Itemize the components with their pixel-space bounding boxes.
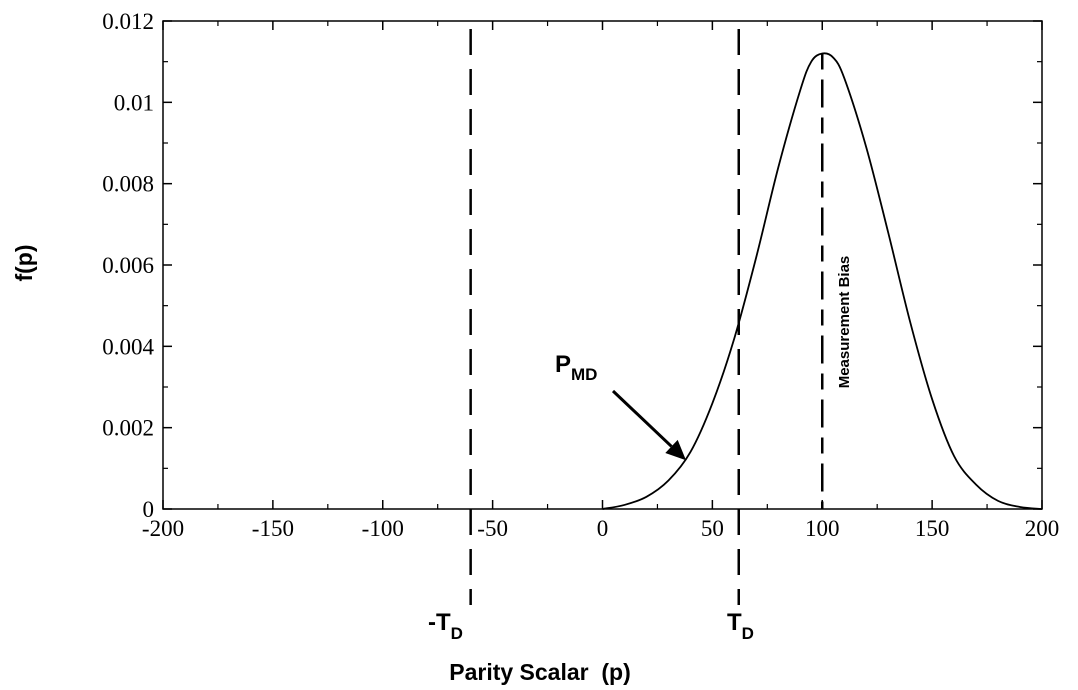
pmd-label-main: P: [555, 351, 571, 378]
y-tick-label: 0.006: [102, 253, 154, 278]
y-axis-label: f(p): [11, 244, 37, 281]
y-tick-label: 0.008: [102, 172, 154, 197]
y-tick-label: 0.004: [102, 334, 154, 359]
y-tick-label: 0.01: [114, 90, 154, 115]
threshold-label-neg: -TD: [428, 609, 463, 643]
threshold-label-neg-sub: D: [451, 624, 463, 643]
x-axis-ticks: -200 -150 -100 -50 0 50 100 150 200: [142, 21, 1059, 541]
x-tick-label: 100: [805, 516, 840, 541]
x-tick-label: -150: [252, 516, 294, 541]
y-tick-label: 0.012: [102, 9, 154, 34]
x-tick-label: 50: [701, 516, 724, 541]
y-tick-label: 0: [143, 497, 155, 522]
x-axis-label: Parity Scalar (p): [449, 659, 631, 685]
x-tick-label: 200: [1025, 516, 1060, 541]
threshold-label-neg-main: -T: [428, 609, 451, 636]
pmd-arrow: [611, 389, 687, 461]
x-tick-label: 150: [915, 516, 950, 541]
x-tick-label: -200: [142, 516, 184, 541]
x-tick-label: -100: [362, 516, 404, 541]
threshold-label-pos-sub: D: [742, 624, 754, 643]
series-curve: [602, 52, 1043, 510]
pmd-label: PMD: [555, 351, 597, 384]
pmd-label-sub: MD: [571, 365, 597, 384]
threshold-label-pos-main: T: [727, 609, 742, 636]
x-tick-label: 0: [597, 516, 609, 541]
y-tick-label: 0.002: [102, 416, 154, 441]
threshold-lines: [469, 29, 740, 605]
plot-frame: [162, 20, 1043, 510]
y-axis-ticks: 0 0.002 0.004 0.006 0.008 0.01 0.012: [102, 9, 1042, 522]
threshold-label-pos: TD: [727, 609, 754, 643]
x-tick-label: -50: [477, 516, 508, 541]
measurement-bias-label: Measurement Bias: [836, 256, 853, 389]
